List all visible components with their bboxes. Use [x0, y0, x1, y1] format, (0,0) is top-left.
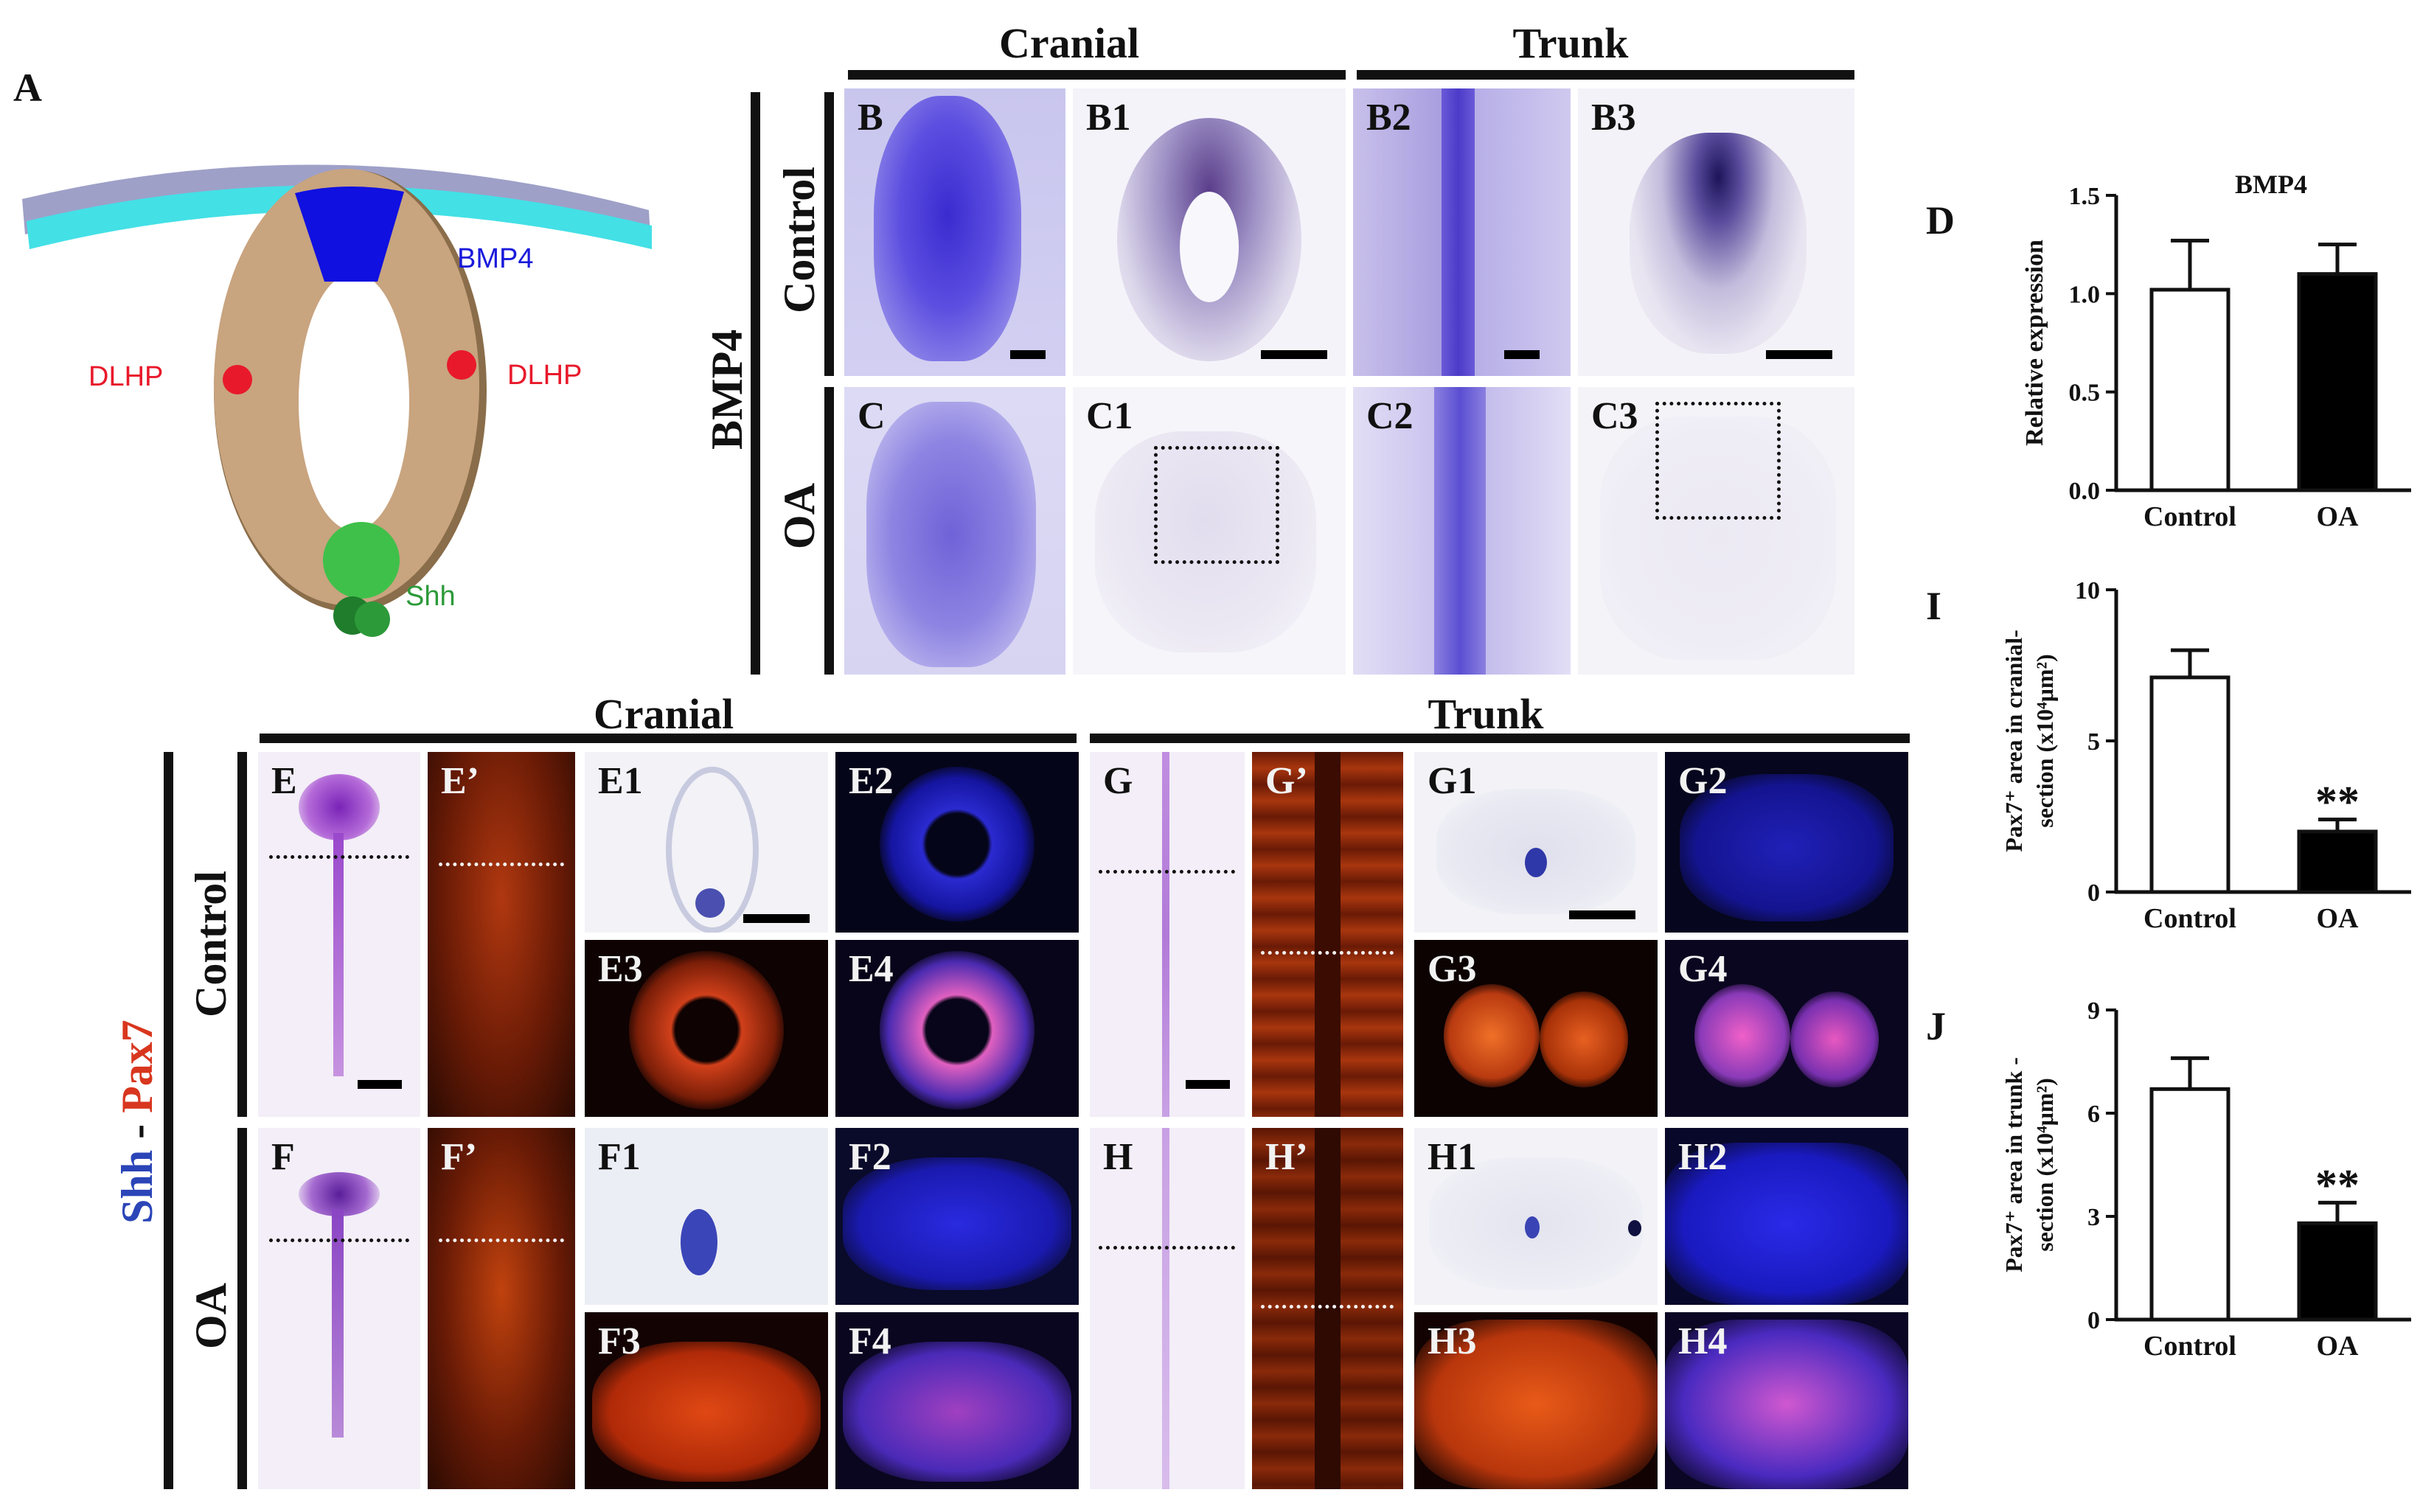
- schematic-label-shh: Shh: [406, 581, 456, 612]
- marker-separator: -: [113, 1112, 161, 1150]
- panel-h1: H1: [1414, 1128, 1658, 1305]
- y-tick-label: 9: [2087, 997, 2100, 1025]
- significance-marker: **: [2315, 1160, 2360, 1209]
- x-tick-label: Control: [2143, 903, 2236, 934]
- marker-pax7: Pax7: [113, 1020, 161, 1113]
- x-tick-label: Control: [2143, 501, 2236, 532]
- panel-h4: H4: [1665, 1312, 1908, 1489]
- header-trunk-top: Trunk: [1512, 19, 1629, 67]
- panel-h: H: [1090, 1128, 1245, 1489]
- panel-c3: C3: [1578, 387, 1854, 675]
- panel-h2: H2: [1665, 1128, 1908, 1305]
- x-tick-label: OA: [2317, 1331, 2360, 1362]
- y-tick-label: 1.0: [2069, 281, 2101, 308]
- panel-f3: F3: [585, 1312, 828, 1489]
- schematic-label-dlhp-right: DLHP: [507, 360, 583, 391]
- bar-control: [2149, 288, 2230, 492]
- y-axis-label-line1: Pax7⁺ area in cranial-: [2000, 630, 2027, 852]
- x-tick-label: OA: [2317, 903, 2360, 934]
- panel-h3: H3: [1414, 1312, 1658, 1489]
- y-tick-label: 5: [2087, 728, 2100, 756]
- y-tick-label: 0: [2087, 1307, 2100, 1334]
- panel-letter-d: D: [1926, 198, 1955, 243]
- panel-e-prime: E’: [428, 752, 575, 1117]
- panel-b2: B2: [1353, 88, 1571, 376]
- panel-e2: E2: [835, 752, 1079, 933]
- panel-letter-j: J: [1926, 1004, 1946, 1048]
- bar-control: [2149, 1087, 2230, 1322]
- y-tick-label: 3: [2087, 1204, 2100, 1231]
- row-label-oa-top: OA: [775, 483, 824, 549]
- panel-letter-i: I: [1926, 584, 1942, 628]
- panel-f2: F2: [835, 1128, 1079, 1305]
- y-axis-label-line2: section (x10⁴μm²): [2031, 654, 2058, 828]
- row-label-bmp4: BMP4: [703, 329, 751, 450]
- panel-g1: G1: [1414, 752, 1658, 933]
- panel-e: E: [258, 752, 420, 1117]
- y-axis-label-line2: section (x10⁴μm²): [2031, 1078, 2058, 1252]
- panel-b3: B3: [1578, 88, 1854, 376]
- rule-control-vertical-top: [824, 92, 834, 376]
- schematic-label-dlhp-left: DLHP: [88, 361, 164, 392]
- y-axis-label: Relative expression: [2021, 240, 2048, 446]
- header-cranial-bottom: Cranial: [593, 690, 734, 738]
- rule-cranial-bottom: [260, 734, 1077, 743]
- panel-e3: E3: [585, 940, 828, 1117]
- panel-g: G: [1090, 752, 1245, 1117]
- rule-cranial-top: [848, 70, 1346, 80]
- panel-g3: G3: [1414, 940, 1658, 1117]
- y-tick-label: 6: [2087, 1101, 2100, 1128]
- panel-letter-a: A: [13, 66, 42, 110]
- panel-c1: C1: [1073, 387, 1346, 675]
- rule-marker-vertical: [164, 752, 173, 1489]
- y-tick-label: 1.5: [2069, 183, 2101, 210]
- panel-f4: F4: [835, 1312, 1079, 1489]
- rule-oa-vertical-bottom: [237, 1128, 247, 1489]
- row-label-control-bottom: Control: [187, 871, 235, 1017]
- chart-j-trunk: 0 3 6 9 Control OA ** Pax7⁺ area in trunk - sect…: [2000, 997, 2411, 1362]
- header-trunk-bottom: Trunk: [1428, 690, 1544, 738]
- rule-oa-vertical-top: [824, 387, 834, 675]
- header-cranial-top: Cranial: [998, 19, 1140, 67]
- row-label-control-top: Control: [775, 167, 824, 313]
- panel-e4: E4: [835, 940, 1079, 1117]
- row-label-marker: Shh - Pax7: [112, 1020, 163, 1224]
- y-axis-label-line1: Pax7⁺ area in trunk -: [2000, 1057, 2027, 1272]
- row-label-oa-bottom: OA: [187, 1283, 235, 1349]
- panel-c: C: [844, 387, 1065, 675]
- chart-title: BMP4: [2235, 170, 2307, 199]
- y-tick-label: 0: [2087, 879, 2100, 907]
- panel-g2: G2: [1665, 752, 1908, 933]
- panel-g4: G4: [1665, 940, 1908, 1117]
- bar-oa: [2297, 1221, 2378, 1322]
- panel-b: B: [844, 88, 1065, 376]
- panel-g-prime: G’: [1252, 752, 1403, 1117]
- panel-b1: B1: [1073, 88, 1346, 376]
- chart-i-cranial: 0 5 10 Control OA ** Pax7⁺ area in cranial-sec…: [2000, 577, 2411, 934]
- rule-bmp4-vertical: [751, 92, 760, 675]
- bar-oa: [2297, 272, 2378, 492]
- x-tick-label: OA: [2317, 501, 2360, 532]
- panel-f-prime: F’: [428, 1128, 575, 1489]
- panel-f1: F1: [585, 1128, 828, 1305]
- neural-tube-schematic: [22, 164, 652, 637]
- panel-f: F: [258, 1128, 420, 1489]
- rule-trunk-top: [1357, 70, 1854, 80]
- marker-shh: Shh: [113, 1149, 161, 1224]
- rule-control-vertical-bottom: [237, 752, 247, 1117]
- chart-d-bmp4: 0.0 0.5 1.0 1.5 Control OA BMP4 Relative expres…: [2021, 170, 2411, 532]
- rule-trunk-bottom: [1090, 734, 1910, 743]
- x-tick-label: Control: [2143, 1331, 2236, 1362]
- y-tick-label: 10: [2075, 577, 2100, 605]
- y-tick-label: 0.0: [2069, 478, 2101, 505]
- y-tick-label: 0.5: [2069, 380, 2101, 407]
- schematic-label-bmp4: BMP4: [457, 243, 534, 274]
- significance-marker: **: [2315, 778, 2360, 826]
- bar-control: [2149, 675, 2230, 894]
- bar-oa: [2297, 829, 2378, 894]
- panel-c2: C2: [1353, 387, 1571, 675]
- panel-h-prime: H’: [1252, 1128, 1403, 1489]
- panel-e1: E1: [585, 752, 828, 933]
